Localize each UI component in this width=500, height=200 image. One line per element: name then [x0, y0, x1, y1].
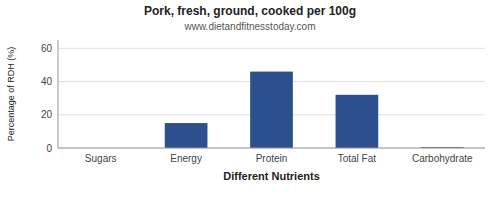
y-axis-label: Percentage of RDH (%)	[6, 47, 16, 142]
y-tick-label: 20	[41, 109, 53, 120]
x-tick-label: Energy	[170, 153, 202, 164]
subtitle: www.dietandfitnesstoday.com	[184, 21, 316, 32]
x-tick-label: Sugars	[85, 153, 117, 164]
grid-line	[58, 148, 485, 149]
chart: Pork, fresh, ground, cooked per 100g www.…	[0, 0, 500, 200]
y-axis-line	[58, 40, 59, 148]
y-tick-labels: 0 20 40 60	[41, 43, 53, 154]
x-tick-label: Total Fat	[338, 153, 377, 164]
x-tick-label: Protein	[256, 153, 288, 164]
x-axis-label: Different Nutrients	[223, 170, 320, 182]
title: Pork, fresh, ground, cooked per 100g	[144, 4, 356, 18]
y-tick-label: 60	[41, 43, 53, 54]
background	[0, 0, 500, 200]
y-tick-label: 40	[41, 76, 53, 87]
y-grid	[58, 48, 485, 148]
bar	[165, 123, 208, 148]
y-tick-label: 0	[46, 143, 52, 154]
x-axis-line	[58, 148, 485, 149]
bar	[336, 95, 379, 148]
x-tick-labels: Sugars Energy Protein Total Fat Carbohydrate	[85, 153, 473, 164]
x-tick-label: Carbohydrate	[412, 153, 473, 164]
grid-line	[58, 48, 485, 49]
bars	[165, 72, 464, 148]
bar	[250, 72, 293, 148]
